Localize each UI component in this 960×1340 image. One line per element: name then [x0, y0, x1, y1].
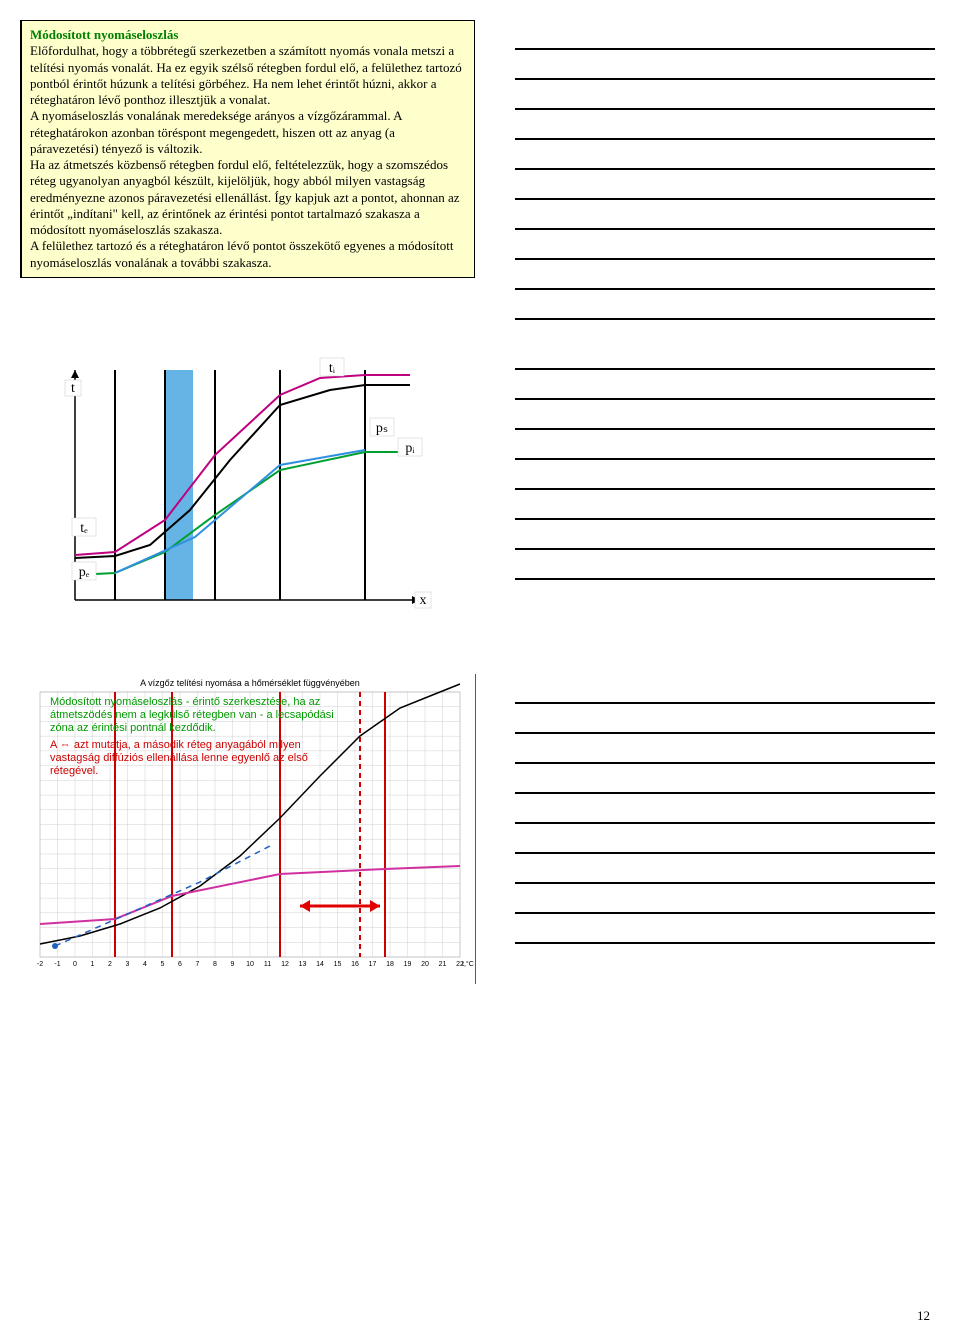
- svg-text:pᵢ: pᵢ: [405, 441, 415, 456]
- svg-text:tₑ: tₑ: [80, 521, 88, 536]
- svg-text:2: 2: [108, 961, 112, 968]
- ruled-lines-3: [515, 674, 935, 944]
- diagram-1: t tᵢ tₑ pₑ pₛ pᵢ x: [20, 340, 460, 650]
- svg-text:17: 17: [369, 961, 377, 968]
- diagram-2: A vízgőz telítési nyomása a hőmérséklet …: [20, 674, 476, 984]
- svg-text:19: 19: [404, 961, 412, 968]
- note-box: Módosított nyomáseloszlás Előfordulhat, …: [20, 20, 475, 278]
- ruled-lines-2: [515, 340, 935, 580]
- diagram-2-caption: Módosított nyomáseloszlás - érintő szerk…: [50, 696, 350, 778]
- svg-text:1: 1: [91, 961, 95, 968]
- note-body: Előfordulhat, hogy a többrétegű szerkeze…: [30, 43, 462, 269]
- svg-text:pₑ: pₑ: [79, 565, 90, 580]
- svg-text:15: 15: [334, 961, 342, 968]
- svg-text:8: 8: [213, 961, 217, 968]
- svg-text:0: 0: [73, 961, 77, 968]
- svg-text:20: 20: [421, 961, 429, 968]
- svg-text:-2: -2: [37, 961, 43, 968]
- svg-text:5: 5: [161, 961, 165, 968]
- svg-text:11: 11: [264, 961, 271, 968]
- svg-text:t,°C: t,°C: [462, 960, 474, 968]
- svg-text:A vízgőz telítési nyomása a hő: A vízgőz telítési nyomása a hőmérséklet …: [140, 678, 360, 688]
- page-number: 12: [917, 1308, 930, 1324]
- svg-text:6: 6: [178, 961, 182, 968]
- svg-text:9: 9: [231, 961, 235, 968]
- svg-text:t: t: [71, 381, 75, 396]
- caption-line-1: Módosított nyomáseloszlás - érintő szerk…: [50, 696, 350, 736]
- svg-text:21: 21: [439, 961, 447, 968]
- svg-text:pₛ: pₛ: [376, 421, 388, 436]
- svg-text:18: 18: [386, 961, 394, 968]
- note-title: Módosított nyomáseloszlás: [30, 27, 178, 42]
- svg-text:x: x: [420, 593, 427, 608]
- svg-text:14: 14: [316, 961, 324, 968]
- svg-text:7: 7: [196, 961, 200, 968]
- svg-text:tᵢ: tᵢ: [329, 361, 336, 376]
- svg-text:13: 13: [299, 961, 307, 968]
- svg-text:12: 12: [281, 961, 289, 968]
- caption-line-2: A ⇔ azt mutatja, a második réteg anyagáb…: [50, 739, 350, 779]
- svg-text:4: 4: [143, 961, 147, 968]
- svg-text:16: 16: [351, 961, 359, 968]
- svg-text:3: 3: [126, 961, 130, 968]
- ruled-lines-1: [515, 20, 935, 320]
- svg-text:10: 10: [246, 961, 254, 968]
- svg-text:-1: -1: [54, 961, 60, 968]
